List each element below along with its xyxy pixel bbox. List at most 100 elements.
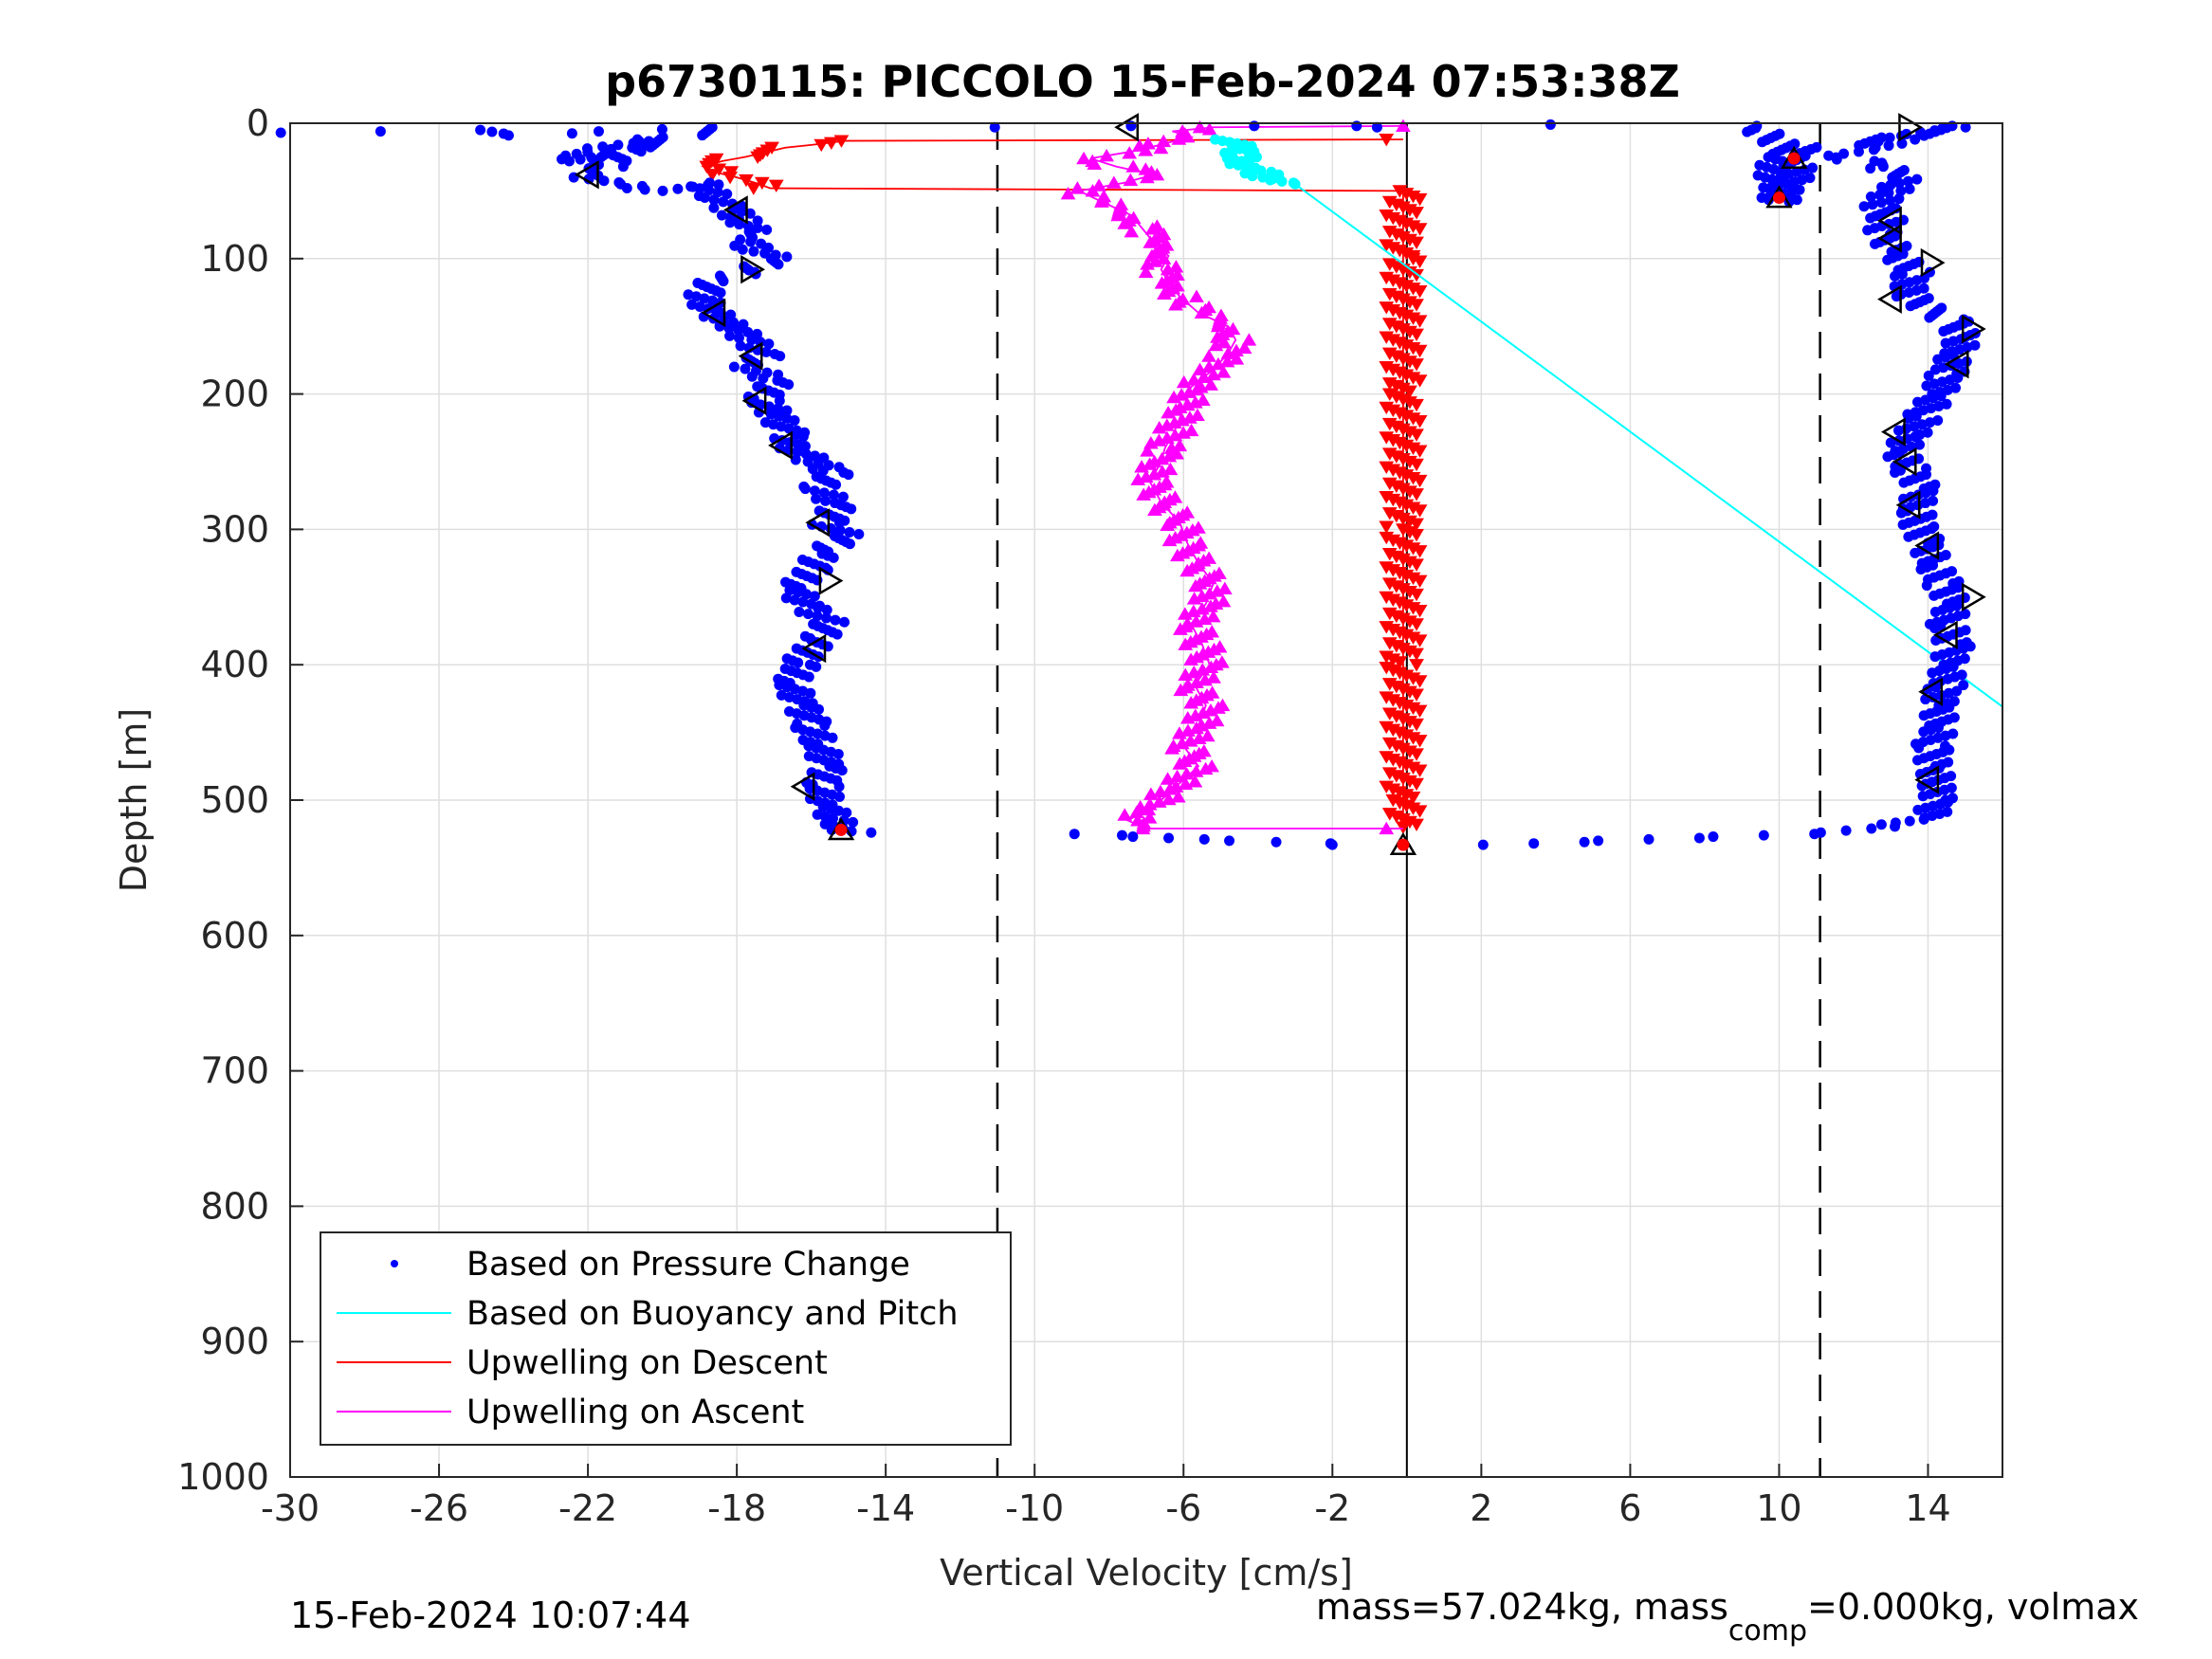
ascent-upwelling-point — [1113, 197, 1129, 210]
ascent-upwelling-point — [1225, 321, 1241, 336]
pressure-change-point — [761, 224, 773, 235]
pressure-change-point — [1943, 757, 1954, 768]
pressure-change-point — [794, 607, 805, 618]
pressure-change-point — [814, 703, 825, 715]
open-left-triangle-marker — [1918, 677, 1944, 706]
x-tick-label: -30 — [261, 1487, 320, 1529]
pressure-change-point — [1890, 817, 1901, 829]
pressure-change-point — [699, 192, 710, 204]
descent-upwelling-point — [1412, 315, 1428, 328]
open-left-triangle-marker — [1877, 206, 1902, 236]
y-tick-label: 300 — [200, 508, 269, 550]
pressure-change-point — [820, 612, 832, 624]
pressure-change-point — [1371, 121, 1382, 133]
descent-upwelling-point — [1409, 618, 1424, 631]
y-tick-label: 900 — [200, 1321, 269, 1362]
pressure-change-point — [560, 150, 572, 161]
ascent-upwelling-point — [1091, 178, 1107, 191]
pressure-change-point — [773, 259, 784, 270]
pressure-change-point — [844, 526, 855, 538]
ascent-upwelling-point — [1191, 520, 1206, 534]
ascent-upwelling-point — [1069, 181, 1086, 194]
descent-upwelling-point — [1412, 344, 1428, 358]
ascent-upwelling-point — [1196, 743, 1212, 757]
pressure-change-point — [1866, 823, 1877, 834]
pressure-change-point — [1800, 150, 1811, 161]
pressure-change-point — [1783, 168, 1795, 179]
pressure-change-point — [1838, 148, 1850, 159]
pressure-change-point — [1224, 835, 1235, 847]
pressure-change-point — [1326, 839, 1338, 850]
pressure-change-point — [1927, 389, 1938, 400]
pressure-change-point — [1950, 382, 1962, 393]
ascent-upwelling-point — [1203, 377, 1219, 391]
descent-upwelling-point — [823, 137, 839, 150]
pressure-change-point — [724, 217, 736, 228]
ascent-upwelling-point — [1142, 811, 1158, 824]
ascent-upwelling-point — [1138, 264, 1154, 279]
legend-label: Upwelling on Ascent — [466, 1394, 804, 1431]
pressure-change-point — [803, 671, 814, 683]
pressure-change-point — [1948, 696, 1960, 707]
pressure-change-point — [833, 781, 845, 793]
pressure-change-point — [683, 289, 694, 301]
pressure-change-point — [1923, 293, 1934, 304]
x-tick-label: -6 — [1165, 1487, 1201, 1529]
pressure-change-point — [597, 141, 609, 153]
pressure-change-point — [657, 185, 668, 196]
pressure-change-point — [1956, 669, 1967, 681]
x-tick-label: -18 — [707, 1487, 766, 1529]
ascent-upwelling-point — [1201, 300, 1216, 314]
pressure-change-point — [1941, 398, 1952, 410]
x-tick-label: 10 — [1756, 1487, 1801, 1529]
descent-upwelling-point — [1409, 777, 1424, 792]
descent-upwelling-point — [1409, 688, 1424, 702]
ascent-upwelling-point — [1205, 610, 1221, 623]
descent-upwelling-point — [1409, 207, 1424, 220]
pressure-change-point — [1932, 354, 1944, 365]
descent-upwelling-point — [1409, 428, 1424, 442]
pressure-change-point — [1781, 178, 1792, 190]
pressure-change-point — [1959, 653, 1970, 665]
pressure-change-point — [686, 299, 698, 310]
x-axis-label: Vertical Velocity [cm/s] — [940, 1552, 1353, 1594]
descent-upwelling-point — [1412, 504, 1428, 518]
pressure-change-point — [790, 454, 801, 465]
pressure-change-point — [792, 694, 803, 705]
descent-upwelling-point — [833, 135, 850, 148]
open-right-triangle-marker — [740, 255, 766, 284]
pressure-change-point — [828, 489, 839, 501]
pressure-change-point — [1909, 421, 1920, 432]
pressure-change-point — [735, 340, 746, 352]
pressure-change-point — [1116, 830, 1127, 841]
pressure-change-point — [694, 301, 705, 312]
red-highlight-marker — [1787, 152, 1801, 165]
pressure-change-point — [1914, 439, 1926, 450]
x-tick-label: -26 — [410, 1487, 468, 1529]
pressure-change-point — [583, 173, 594, 185]
pressure-change-point — [1960, 625, 1971, 636]
pressure-change-point — [1924, 417, 1935, 428]
y-tick-label: 1000 — [177, 1456, 269, 1498]
pressure-change-point — [621, 183, 632, 194]
pressure-change-point — [1774, 128, 1785, 139]
pressure-change-point — [1823, 150, 1835, 161]
pressure-change-point — [718, 196, 729, 208]
ascent-upwelling-point — [1156, 227, 1172, 241]
pressure-change-point — [813, 602, 824, 613]
ascent-upwelling-point — [1215, 698, 1231, 712]
pressure-change-point — [1958, 680, 1969, 691]
descent-upwelling-point — [1412, 255, 1428, 268]
open-left-triangle-marker — [1914, 531, 1940, 560]
y-tick-label: 0 — [247, 102, 269, 144]
pressure-change-point — [1883, 140, 1894, 152]
ascent-upwelling-point — [1125, 159, 1142, 173]
open-left-triangle-marker — [790, 772, 815, 801]
pressure-change-point — [1885, 437, 1896, 448]
pressure-change-point — [697, 130, 708, 141]
pressure-change-point — [1946, 782, 1957, 793]
pressure-change-point — [635, 146, 647, 157]
pressure-change-point — [799, 483, 811, 495]
pressure-change-point — [1804, 173, 1816, 184]
pressure-change-point — [690, 291, 702, 302]
